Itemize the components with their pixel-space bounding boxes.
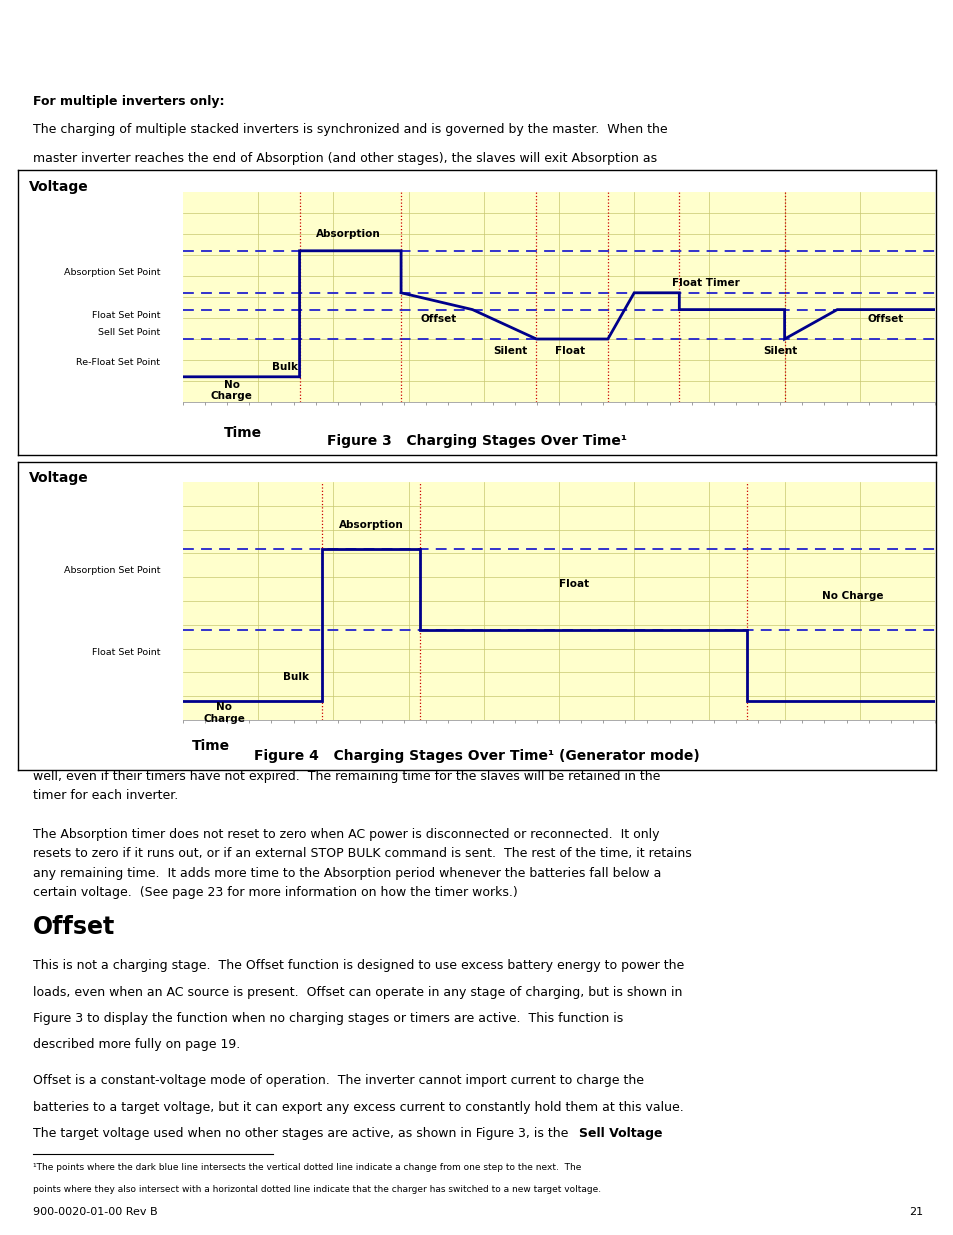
Text: Voltage: Voltage: [29, 472, 89, 485]
Text: Silent: Silent: [493, 346, 527, 356]
Text: Offset: Offset: [867, 314, 903, 324]
Text: Float Set Point: Float Set Point: [91, 311, 160, 320]
Text: Figure 4   Charging Stages Over Time¹ (Generator mode): Figure 4 Charging Stages Over Time¹ (Gen…: [253, 750, 700, 763]
Text: Voltage: Voltage: [29, 180, 89, 194]
Text: Operation: Operation: [848, 61, 942, 79]
Text: master inverter reaches the end of Absorption (and other stages), the slaves wil: master inverter reaches the end of Absor…: [33, 152, 657, 165]
Text: Absorption Set Point: Absorption Set Point: [64, 566, 160, 574]
Text: Bulk: Bulk: [282, 672, 309, 682]
Text: Offset: Offset: [420, 314, 456, 324]
Text: 21: 21: [908, 1207, 923, 1216]
Text: Float Set Point: Float Set Point: [91, 648, 160, 657]
Text: batteries to a target voltage, but it can export any excess current to constantl: batteries to a target voltage, but it ca…: [33, 1100, 683, 1114]
Text: No
Charge: No Charge: [203, 701, 245, 724]
Text: The charging of multiple stacked inverters is synchronized and is governed by th: The charging of multiple stacked inverte…: [33, 124, 667, 137]
Text: timer for each inverter.: timer for each inverter.: [33, 789, 178, 803]
Text: described more fully on page 19.: described more fully on page 19.: [33, 1039, 240, 1051]
Text: certain voltage.  (See page 23 for more information on how the timer works.): certain voltage. (See page 23 for more i…: [33, 885, 517, 899]
Text: Absorption: Absorption: [315, 228, 380, 240]
Text: 900-0020-01-00 Rev B: 900-0020-01-00 Rev B: [33, 1207, 157, 1216]
Text: For multiple inverters only:: For multiple inverters only:: [33, 95, 224, 107]
Text: Float: Float: [558, 579, 589, 589]
Text: Figure 3   Charging Stages Over Time¹: Figure 3 Charging Stages Over Time¹: [327, 433, 626, 448]
Text: Float Timer: Float Timer: [671, 278, 739, 288]
Text: Sell Voltage: Sell Voltage: [578, 1128, 661, 1140]
Text: Time: Time: [224, 426, 262, 440]
Text: Re-Float Set Point: Re-Float Set Point: [76, 358, 160, 367]
Text: Bulk: Bulk: [272, 362, 297, 372]
Text: loads, even when an AC source is present.  Offset can operate in any stage of ch: loads, even when an AC source is present…: [33, 986, 681, 999]
Text: Offset: Offset: [33, 915, 115, 940]
Text: The Absorption timer does not reset to zero when AC power is disconnected or rec: The Absorption timer does not reset to z…: [33, 827, 659, 841]
Text: resets to zero if it runs out, or if an external STOP BULK command is sent.  The: resets to zero if it runs out, or if an …: [33, 847, 691, 861]
Text: any remaining time.  It adds more time to the Absorption period whenever the bat: any remaining time. It adds more time to…: [33, 867, 660, 879]
Text: Silent: Silent: [763, 346, 797, 356]
Text: ¹The points where the dark blue line intersects the vertical dotted line indicat: ¹The points where the dark blue line int…: [33, 1163, 580, 1172]
Text: No Charge: No Charge: [821, 592, 882, 601]
Text: Absorption: Absorption: [338, 520, 403, 530]
Text: This is not a charging stage.  The Offset function is designed to use excess bat: This is not a charging stage. The Offset…: [33, 960, 683, 972]
Text: The target voltage used when no other stages are active, as shown in Figure 3, i: The target voltage used when no other st…: [33, 1128, 572, 1140]
Text: Float: Float: [555, 346, 585, 356]
Text: Offset is a constant-voltage mode of operation.  The inverter cannot import curr: Offset is a constant-voltage mode of ope…: [33, 1074, 643, 1087]
Text: Absorption Set Point: Absorption Set Point: [64, 268, 160, 277]
Text: No
Charge: No Charge: [211, 379, 253, 401]
Text: Time: Time: [192, 739, 230, 753]
Text: points where they also intersect with a horizontal dotted line indicate that the: points where they also intersect with a …: [33, 1184, 600, 1194]
Text: well, even if their timers have not expired.  The remaining time for the slaves : well, even if their timers have not expi…: [33, 769, 659, 783]
Text: Sell Set Point: Sell Set Point: [98, 329, 160, 337]
Text: Figure 3 to display the function when no charging stages or timers are active.  : Figure 3 to display the function when no…: [33, 1011, 622, 1025]
